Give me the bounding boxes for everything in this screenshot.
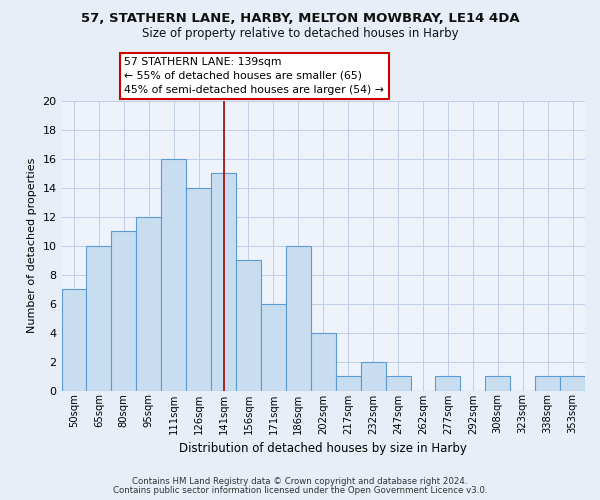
Bar	[485, 376, 510, 390]
Bar	[311, 332, 336, 390]
Bar	[560, 376, 585, 390]
Bar	[286, 246, 311, 390]
Text: Contains HM Land Registry data © Crown copyright and database right 2024.: Contains HM Land Registry data © Crown c…	[132, 477, 468, 486]
Bar	[386, 376, 410, 390]
Bar	[535, 376, 560, 390]
Bar	[161, 158, 186, 390]
Text: Size of property relative to detached houses in Harby: Size of property relative to detached ho…	[142, 28, 458, 40]
Bar	[336, 376, 361, 390]
Bar	[261, 304, 286, 390]
Bar	[62, 289, 86, 390]
Bar	[436, 376, 460, 390]
Text: Contains public sector information licensed under the Open Government Licence v3: Contains public sector information licen…	[113, 486, 487, 495]
Bar	[186, 188, 211, 390]
Bar	[86, 246, 112, 390]
Y-axis label: Number of detached properties: Number of detached properties	[27, 158, 37, 334]
Text: 57 STATHERN LANE: 139sqm
← 55% of detached houses are smaller (65)
45% of semi-d: 57 STATHERN LANE: 139sqm ← 55% of detach…	[124, 57, 384, 95]
Bar	[136, 216, 161, 390]
X-axis label: Distribution of detached houses by size in Harby: Distribution of detached houses by size …	[179, 442, 467, 455]
Bar	[361, 362, 386, 390]
Bar	[236, 260, 261, 390]
Bar	[112, 231, 136, 390]
Text: 57, STATHERN LANE, HARBY, MELTON MOWBRAY, LE14 4DA: 57, STATHERN LANE, HARBY, MELTON MOWBRAY…	[80, 12, 520, 26]
Bar	[211, 173, 236, 390]
